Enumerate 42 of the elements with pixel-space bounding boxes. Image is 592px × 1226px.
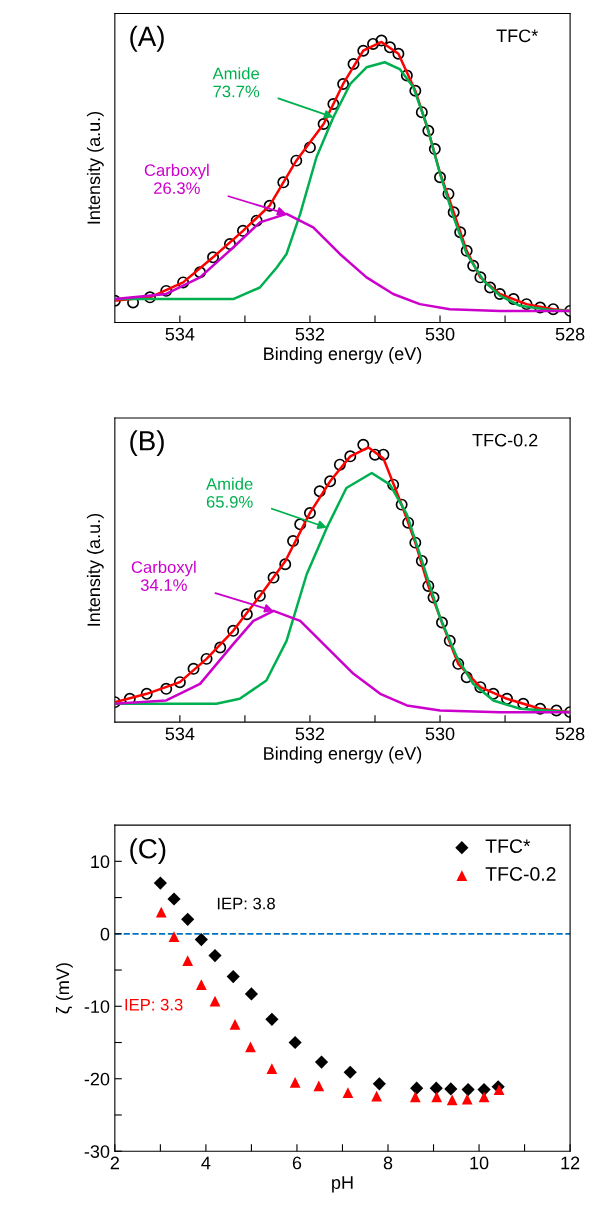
x-tick-label: 12 — [561, 1156, 580, 1170]
x-tick-label: 2 — [110, 1156, 119, 1170]
text: Amide — [206, 477, 253, 490]
x-tick-label: 528 — [555, 727, 585, 741]
annotation: 65.9% — [206, 495, 253, 508]
x-tick-label: 532 — [295, 727, 325, 741]
y-tick-label: -10 — [84, 1000, 110, 1013]
y-axis-title: ζ (mV) — [55, 963, 73, 1014]
chart-title: (C) — [130, 838, 166, 865]
chart-title: (B) — [130, 430, 164, 457]
y-tick-label: -30 — [84, 1145, 110, 1158]
legend-label: TFC-0.2 — [485, 867, 556, 881]
x-tick-label: 534 — [165, 727, 195, 741]
chart-subtitle: TFC* — [496, 29, 538, 43]
y-tick-label: 10 — [91, 855, 110, 869]
x-axis-title: pH — [332, 1176, 353, 1193]
x-axis-title: Binding energy (eV) — [264, 746, 422, 764]
y-tick-label: 0 — [100, 927, 110, 941]
annotation: 73.7% — [213, 85, 260, 98]
x-tick-label: 4 — [201, 1156, 211, 1170]
annotation: IEP: 3.8 — [217, 897, 275, 910]
chart-title: (A) — [130, 25, 164, 52]
legend-label: TFC* — [485, 839, 531, 853]
annotation: 34.1% — [140, 579, 187, 591]
x-tick-label: 534 — [165, 327, 195, 341]
x-tick-label: 6 — [292, 1156, 302, 1170]
text: Carboxyl — [131, 560, 196, 577]
x-tick-label: 528 — [555, 327, 585, 341]
y-tick-label: -20 — [84, 1072, 110, 1086]
text: Carboxyl — [144, 163, 209, 180]
x-tick-label: 10 — [470, 1156, 489, 1170]
x-tick-label: 8 — [383, 1156, 393, 1170]
text: Amide — [212, 67, 260, 80]
x-tick-label: 530 — [425, 727, 455, 741]
annotation: IEP: 3.3 — [125, 998, 183, 1011]
y-axis-title: Intensity (a.u.) — [86, 111, 104, 224]
x-axis-title: Binding energy (eV) — [264, 346, 422, 364]
chart-subtitle: TFC-0.2 — [472, 433, 538, 447]
y-axis-title: Intensity (a.u.) — [86, 514, 104, 626]
x-tick-label: 530 — [425, 327, 455, 341]
annotation: 26.3% — [154, 182, 200, 195]
x-tick-label: 532 — [295, 327, 325, 341]
